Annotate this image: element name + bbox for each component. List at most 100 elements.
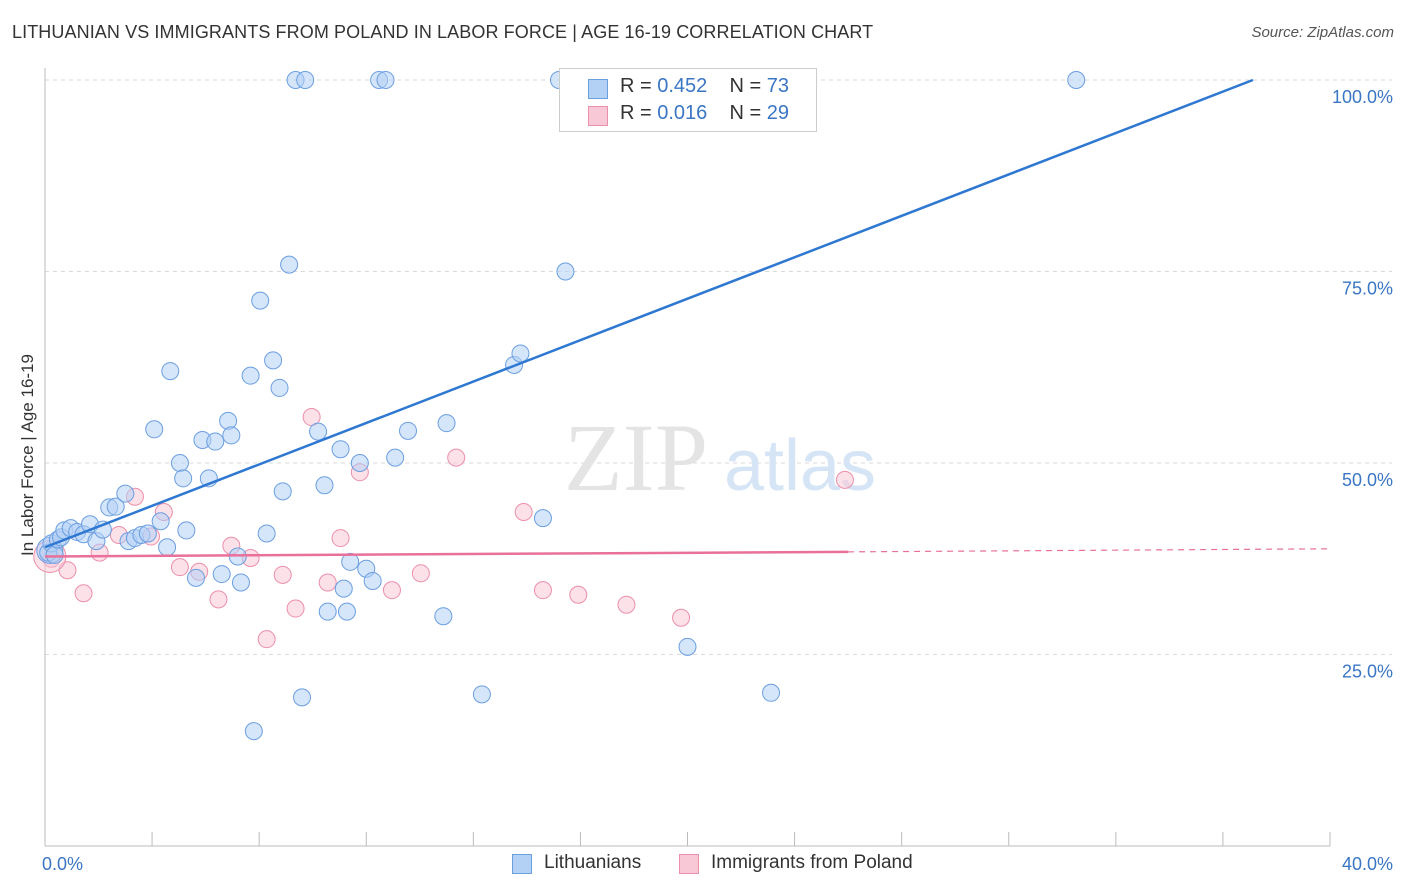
data-point-poland	[514, 503, 533, 522]
data-point-lithuanians	[350, 454, 369, 472]
trend-line-poland	[44, 550, 849, 558]
data-point-lithuanians	[106, 497, 125, 516]
legend-r-label: R =	[620, 102, 652, 124]
data-point-lithuanians	[158, 538, 177, 557]
legend-n-label: N =	[729, 102, 762, 124]
data-point-lithuanians	[399, 421, 418, 440]
trend-line-lithuanians	[44, 78, 1254, 549]
data-point-poland	[318, 573, 337, 592]
data-point-lithuanians	[219, 411, 238, 430]
data-point-lithuanians	[437, 414, 456, 433]
data-point-lithuanians	[762, 683, 781, 702]
data-point-lithuanians	[1067, 71, 1086, 89]
data-point-lithuanians	[309, 422, 328, 441]
data-point-lithuanians	[222, 426, 241, 445]
data-point-lithuanians	[376, 71, 395, 89]
x-tick-label: 40.0%	[1342, 854, 1393, 874]
data-point-lithuanians	[556, 262, 575, 281]
legend-r-value-poland: 0.016	[657, 102, 708, 124]
legend-swatch-blue	[588, 79, 608, 99]
data-point-lithuanians	[296, 71, 315, 89]
data-point-lithuanians	[241, 366, 260, 385]
data-point-poland	[286, 599, 305, 618]
data-point-lithuanians	[293, 688, 311, 707]
data-point-lithuanians	[363, 571, 382, 590]
data-point-lithuanians	[244, 722, 263, 741]
legend-swatch-pink	[588, 106, 608, 126]
data-point-lithuanians	[315, 476, 334, 495]
data-point-lithuanians	[257, 524, 276, 543]
data-point-poland	[533, 581, 552, 600]
data-point-lithuanians	[511, 344, 530, 363]
data-point-lithuanians	[280, 255, 299, 274]
trend-lines	[44, 78, 1331, 558]
bottom-legend-swatch-blue	[512, 854, 532, 874]
axes	[44, 68, 1331, 847]
legend-n-value-poland: 29	[766, 102, 790, 124]
data-point-lithuanians	[174, 469, 193, 488]
data-point-lithuanians	[318, 602, 337, 621]
y-tick-label: 50.0%	[1342, 470, 1393, 490]
data-point-lithuanians	[251, 291, 270, 310]
y-tick-label: 75.0%	[1342, 279, 1393, 299]
legend-r-label: R =	[620, 75, 652, 97]
watermark-zip: ZIP	[564, 404, 708, 511]
data-point-poland	[835, 470, 854, 489]
data-point-lithuanians	[212, 565, 231, 584]
data-point-lithuanians	[434, 607, 453, 626]
data-point-poland	[569, 585, 588, 604]
x-tick-label: 0.0%	[42, 854, 83, 874]
data-point-lithuanians	[264, 351, 283, 370]
legend-n-value-lithuanians: 73	[766, 75, 790, 97]
bottom-legend-label-lithuanians: Lithuanians	[544, 852, 642, 873]
data-point-lithuanians	[151, 512, 170, 531]
data-point-lithuanians	[116, 484, 135, 503]
legend-n-label: N =	[729, 75, 762, 97]
data-point-lithuanians	[472, 685, 491, 704]
data-point-poland	[411, 564, 430, 583]
source-label: Source: ZipAtlas.com	[1251, 24, 1394, 41]
watermark: ZIP atlas	[564, 404, 876, 511]
y-axis-label: In Labor Force | Age 16-19	[18, 354, 37, 556]
legend-r-value-lithuanians: 0.452	[657, 75, 708, 97]
data-point-lithuanians	[331, 440, 350, 459]
data-point-lithuanians	[678, 637, 697, 656]
data-point-poland	[331, 529, 350, 548]
data-point-lithuanians	[206, 432, 225, 451]
data-point-poland	[672, 608, 691, 627]
data-point-poland	[257, 630, 276, 649]
data-point-lithuanians	[170, 454, 189, 472]
data-point-lithuanians	[341, 552, 360, 571]
data-point-lithuanians	[186, 568, 205, 587]
y-tick-label: 100.0%	[1332, 87, 1393, 107]
correlation-legend: R = 0.452 N = 73 R = 0.016 N = 29	[559, 68, 817, 132]
data-point-lithuanians	[334, 579, 353, 598]
data-point-lithuanians	[138, 524, 157, 543]
data-point-lithuanians	[161, 362, 180, 381]
data-point-poland	[209, 590, 228, 609]
data-point-lithuanians	[231, 573, 250, 592]
data-point-poland	[170, 558, 189, 577]
data-point-poland	[617, 595, 636, 614]
data-point-poland	[382, 581, 401, 600]
chart-title: LITHUANIAN VS IMMIGRANTS FROM POLAND IN …	[12, 22, 874, 42]
trend-line-poland-extrapolated	[848, 548, 1331, 553]
data-point-lithuanians	[273, 482, 292, 501]
data-point-lithuanians	[45, 545, 64, 564]
data-point-poland	[74, 584, 93, 603]
tick-labels: 25.0% 50.0% 75.0% 100.0% 0.0% 40.0% In Labor F…	[18, 87, 1393, 874]
bottom-legend-swatch-pink	[679, 854, 699, 874]
watermark-atlas: atlas	[724, 426, 876, 506]
data-point-lithuanians	[533, 509, 552, 528]
y-tick-label: 25.0%	[1342, 662, 1393, 682]
data-point-lithuanians	[386, 448, 405, 467]
series-lithuanians	[36, 71, 1086, 741]
data-point-poland	[273, 565, 292, 584]
data-point-lithuanians	[270, 378, 289, 397]
grid-lines	[45, 79, 1392, 655]
data-point-lithuanians	[145, 420, 164, 439]
bottom-legend-label-poland: Immigrants from Poland	[711, 852, 913, 873]
data-point-poland	[447, 448, 466, 467]
data-point-lithuanians	[337, 602, 356, 621]
